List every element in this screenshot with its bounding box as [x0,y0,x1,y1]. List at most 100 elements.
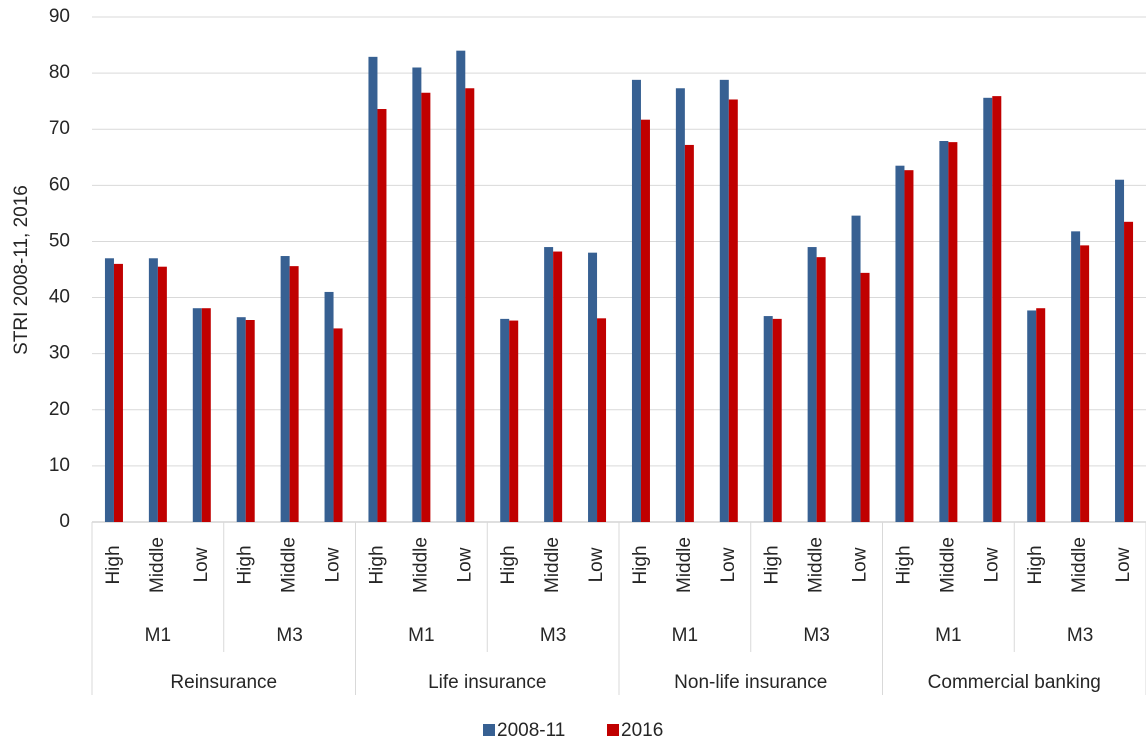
x-tick-label: High [235,545,256,584]
x-tick-label: High [893,545,914,584]
bar [597,318,607,522]
bar [544,247,554,523]
group-label: M1 [935,625,961,646]
y-tick-label: 50 [49,230,70,251]
bar [377,109,387,523]
x-tick-label: Low [323,547,344,582]
bar [280,256,290,522]
x-tick-label: High [762,545,783,584]
legend-swatch [483,724,495,736]
bar [104,258,114,522]
bar [412,67,422,522]
x-tick-label: Low [1113,547,1134,582]
bar [192,308,202,522]
bar [772,318,782,522]
group-label: M1 [408,625,434,646]
bar [904,170,914,522]
y-tick-label: 20 [49,399,70,420]
x-tick-label: Low [981,547,1002,582]
sector-label: Non-life insurance [674,672,827,693]
y-tick-label: 40 [49,287,70,308]
bar [421,92,431,522]
sector-label: Reinsurance [170,672,277,693]
x-tick-label: High [630,545,651,584]
bar [719,79,729,522]
x-tick-label: High [1025,545,1046,584]
legend-label: 2016 [621,720,663,741]
bar [948,142,958,522]
x-tick-label: Low [718,547,739,582]
bar [236,317,246,522]
bar [456,50,466,523]
y-tick-label: 60 [49,174,70,195]
bar [992,96,1002,522]
bar [939,141,949,522]
bar [728,99,738,522]
y-tick-label: 0 [59,511,70,532]
bar [640,119,650,522]
bar [333,328,343,522]
y-tick-label: 90 [49,6,70,27]
x-tick-label: High [103,545,124,584]
x-tick-label: Low [586,547,607,582]
bar [588,252,598,522]
bar [465,88,475,522]
y-tick-label: 30 [49,343,70,364]
x-tick-label: Middle [674,537,695,593]
x-tick-label: Middle [279,537,300,593]
bar [157,266,167,522]
bar [113,263,123,522]
bar [1124,221,1134,523]
bar [851,215,861,522]
x-tick-label: Low [454,547,475,582]
bar [289,266,299,522]
x-tick-label: Low [191,547,212,582]
bar [368,56,378,522]
bar [509,320,519,522]
bar [1071,231,1081,522]
bar [684,144,694,522]
bar [500,318,510,522]
group-label: M1 [145,625,171,646]
group-label: M3 [1067,625,1093,646]
bar [807,247,817,523]
bar [1027,310,1037,522]
sector-label: Commercial banking [928,672,1101,693]
bar [675,88,685,522]
y-tick-label: 10 [49,455,70,476]
legend-swatch [607,724,619,736]
bar [895,165,905,522]
bar [148,258,158,522]
bar [816,257,826,522]
group-label: M1 [672,625,698,646]
bar [201,308,211,522]
bar [245,320,255,522]
group-label: M3 [276,625,302,646]
x-tick-label: Middle [1069,537,1090,593]
bar [553,251,563,523]
group-label: M3 [803,625,829,646]
x-tick-label: Middle [806,537,827,593]
bar [631,79,641,522]
bar [1115,179,1125,522]
bar [1036,308,1046,522]
x-tick-label: High [498,545,519,584]
x-tick-label: Middle [937,537,958,593]
y-axis-label: STRI 2008-11, 2016 [11,185,32,355]
y-tick-label: 70 [49,118,70,139]
group-label: M3 [540,625,566,646]
x-tick-label: Middle [147,537,168,593]
x-tick-label: Low [850,547,871,582]
bar [1080,245,1090,522]
sector-label: Life insurance [428,672,546,693]
x-tick-label: High [366,545,387,584]
bar [324,291,334,522]
bar [860,272,870,522]
legend-label: 2008-11 [497,720,565,741]
bar [763,316,773,522]
y-tick-label: 80 [49,62,70,83]
x-tick-label: Middle [410,537,431,593]
bar [983,97,993,523]
